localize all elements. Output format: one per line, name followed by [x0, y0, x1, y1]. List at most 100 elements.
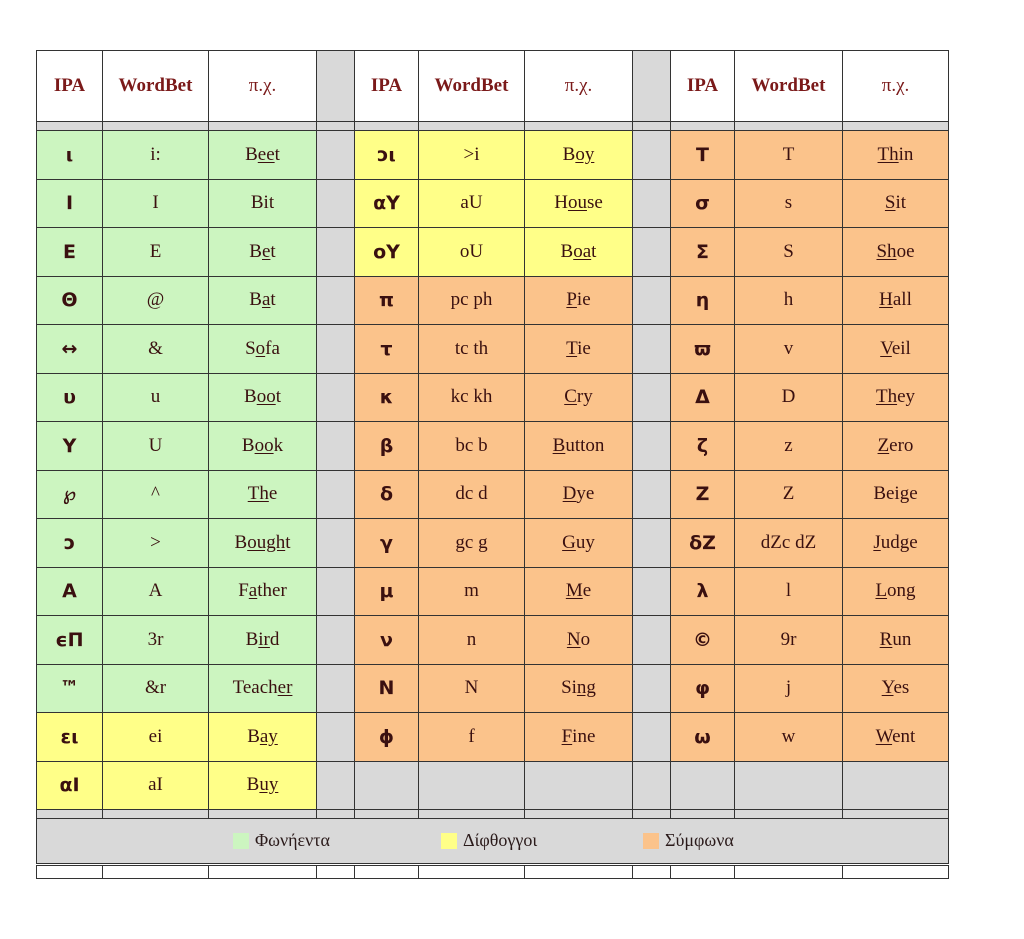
example-highlight: ng: [576, 677, 596, 699]
ipa-symbol: μ: [354, 566, 419, 616]
example-header: π.χ.: [208, 50, 317, 122]
example-highlight: uy: [259, 774, 279, 796]
legend-label: Φωνήεντα: [255, 830, 330, 850]
wordbet-symbol: &r: [102, 663, 209, 713]
gap-cell: [316, 712, 355, 762]
wordbet-symbol: >: [102, 518, 209, 568]
gap-cell: [316, 324, 355, 374]
example-highlight: oo: [256, 386, 276, 408]
ipa-symbol: λ: [670, 566, 735, 616]
example-highlight: D: [562, 483, 577, 505]
gap-cell: [632, 227, 671, 277]
example-header: π.χ.: [524, 50, 633, 122]
example-text: B: [245, 143, 258, 165]
wordbet-symbol: 9r: [734, 615, 843, 665]
ipa-header: IPA: [36, 50, 103, 122]
empty-cell: [842, 760, 949, 810]
example-word: Sit: [842, 178, 949, 228]
ipa-symbol: ϕ: [354, 712, 419, 762]
example-word: Bat: [208, 275, 317, 325]
example-word: No: [524, 615, 633, 665]
ipa-symbol: ϖ: [670, 324, 735, 374]
gap-cell: [316, 50, 355, 122]
example-text: all: [892, 289, 912, 311]
example-highlight: a: [248, 580, 258, 602]
wordbet-symbol: z: [734, 421, 843, 471]
example-text: B: [241, 434, 255, 456]
wordbet-symbol: dZc dZ: [734, 518, 843, 568]
example-word: Veil: [842, 324, 949, 374]
example-word: Thin: [842, 130, 949, 180]
example-highlight: Th: [875, 386, 898, 408]
wordbet-symbol: @: [102, 275, 209, 325]
example-text: es: [893, 677, 910, 699]
table-row: ει ei Bay ϕ f Fine ω w Went: [36, 712, 949, 762]
example-text: t: [274, 143, 280, 165]
example-word: Button: [524, 421, 633, 471]
example-text: ine: [572, 725, 596, 747]
ipa-symbol: φ: [670, 663, 735, 713]
empty-cell: [734, 760, 843, 810]
example-text: H: [554, 192, 568, 214]
spacer-row: [36, 121, 949, 131]
ipa-symbol: ℘: [36, 469, 103, 519]
gap-cell: [316, 518, 355, 568]
example-word: Guy: [524, 518, 633, 568]
example-highlight: e: [261, 240, 271, 262]
header-row: IPA WordBet π.χ. IPA WordBet π.χ. IPA Wo…: [36, 50, 949, 122]
ipa-symbol: τ: [354, 324, 419, 374]
ipa-symbol: Τ: [670, 130, 735, 180]
wordbet-symbol: ^: [102, 469, 209, 519]
example-word: Long: [842, 566, 949, 616]
example-header: π.χ.: [842, 50, 949, 122]
example-text: eil: [891, 337, 911, 359]
example-text: ie: [577, 337, 591, 359]
legend-item: Σύμφωνα: [643, 830, 734, 851]
example-highlight: ee: [257, 143, 275, 165]
ipa-header: IPA: [670, 50, 735, 122]
example-word: Shoe: [842, 227, 949, 277]
ipa-symbol: ɔι: [354, 130, 419, 180]
example-highlight: er: [277, 677, 293, 699]
example-text: B: [234, 531, 248, 553]
ipa-symbol: δ: [354, 469, 419, 519]
example-word: Buy: [208, 760, 317, 810]
ipa-header: IPA: [354, 50, 419, 122]
wordbet-symbol: U: [102, 421, 209, 471]
example-word: Book: [208, 421, 317, 471]
ipa-symbol: κ: [354, 372, 419, 422]
wordbet-symbol: h: [734, 275, 843, 325]
example-highlight: Z: [877, 434, 890, 456]
example-highlight: S: [884, 192, 896, 214]
wordbet-symbol: E: [102, 227, 209, 277]
gap-cell: [632, 663, 671, 713]
gap-cell: [316, 566, 355, 616]
ipa-symbol: γ: [354, 518, 419, 568]
wordbet-symbol: l: [734, 566, 843, 616]
wordbet-symbol: 3r: [102, 615, 209, 665]
ipa-table: IPA WordBet π.χ. IPA WordBet π.χ. IPA Wo…: [36, 50, 949, 879]
table-row: υ u Boot κ kc kh Cry Δ D They: [36, 372, 949, 422]
wordbet-symbol: aI: [102, 760, 209, 810]
ipa-symbol: β: [354, 421, 419, 471]
example-word: Boy: [524, 130, 633, 180]
ipa-symbol: Δ: [670, 372, 735, 422]
example-text: fa: [265, 337, 280, 359]
table-row: ℘ ^ The δ dc d Dye Ζ Z Beige: [36, 469, 949, 519]
example-word: Dye: [524, 469, 633, 519]
example-word: Beet: [208, 130, 317, 180]
ipa-symbol: ©: [670, 615, 735, 665]
wordbet-symbol: S: [734, 227, 843, 277]
legend-item: Φωνήεντα: [233, 830, 330, 851]
example-text: e: [582, 580, 592, 602]
gap-cell: [632, 518, 671, 568]
empty-cell: [354, 760, 419, 810]
wordbet-symbol: i:: [102, 130, 209, 180]
ipa-symbol: αΥ: [354, 178, 419, 228]
gap-cell: [632, 130, 671, 180]
example-highlight: W: [875, 725, 893, 747]
example-highlight: L: [875, 580, 888, 602]
example-highlight: ir: [258, 628, 270, 650]
example-highlight: o: [255, 337, 266, 359]
example-word: Sofa: [208, 324, 317, 374]
